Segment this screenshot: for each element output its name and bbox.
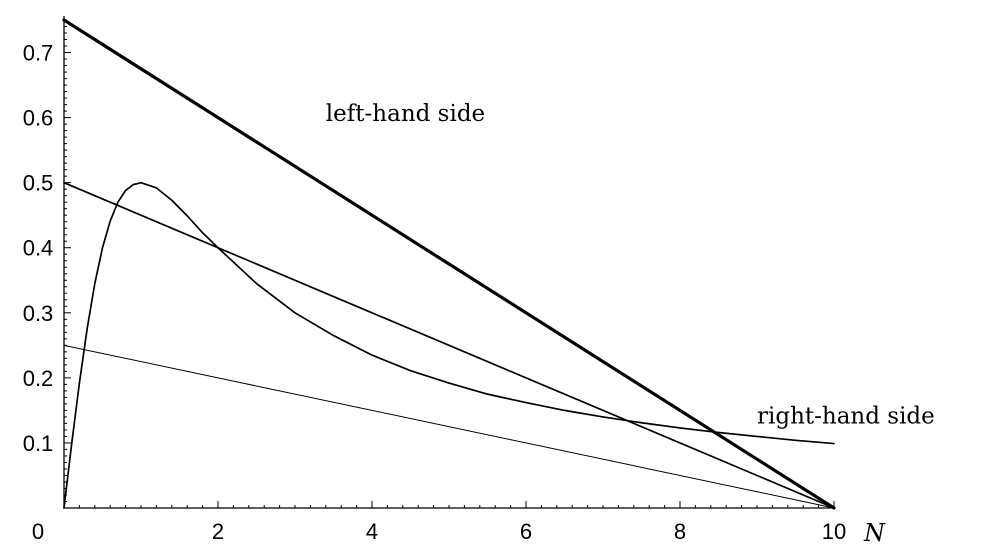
series-line-3 [63, 344, 835, 509]
major-ticks-group [63, 52, 835, 509]
x-tick-label: 8 [674, 519, 686, 544]
x-tick-label: 10 [822, 519, 846, 544]
annotation-left-hand-side: left-hand side [326, 101, 485, 127]
annotation-right-hand-side: right-hand side [757, 403, 935, 429]
x-axis-label: N [863, 519, 886, 546]
y-tick-label: 0.4 [23, 236, 54, 261]
series-line-2 [63, 181, 835, 509]
y-tick-label: 0.3 [23, 301, 54, 326]
y-tick-label: 0 [32, 519, 44, 544]
y-tick-label: 0.6 [23, 106, 54, 131]
x-tick-label: 6 [520, 519, 532, 544]
tick-labels-group: 2 4 6 8 10 0 0.1 0.2 0.3 0.4 0.5 0.6 0.7 [23, 41, 847, 544]
y-tick-label: 0.1 [23, 431, 54, 456]
x-tick-label: 4 [366, 519, 378, 544]
y-tick-label: 0.2 [23, 366, 54, 391]
series-line-1 [62, 18, 836, 510]
y-tick-label: 0.7 [23, 41, 54, 66]
curves-group [62, 18, 836, 510]
y-tick-label: 0.5 [23, 171, 54, 196]
series-line-4 [63, 181, 835, 509]
minor-ticks-group [64, 19, 820, 508]
x-tick-label: 2 [212, 519, 224, 544]
